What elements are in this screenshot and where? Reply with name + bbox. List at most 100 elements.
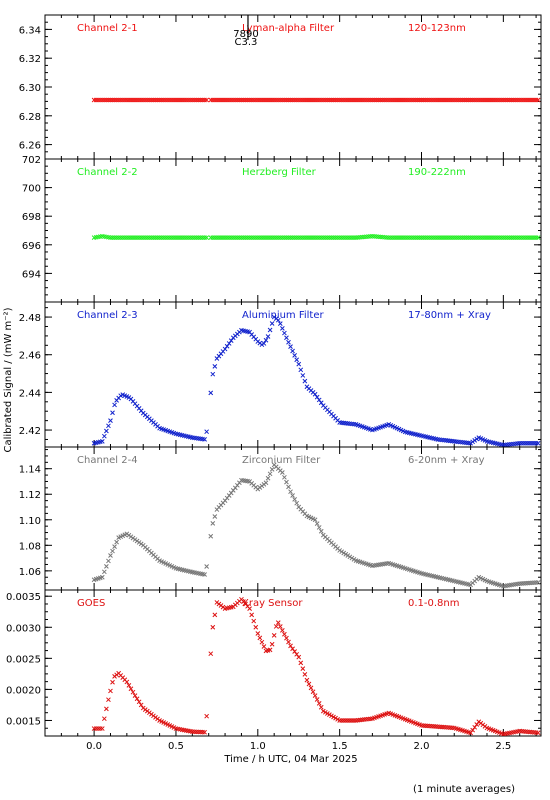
y-tick-label: 0.0035 <box>6 592 41 603</box>
data-marker <box>271 632 277 638</box>
y-tick-label: 696 <box>22 241 41 252</box>
data-marker <box>280 628 285 633</box>
data-marker <box>298 660 304 666</box>
panel-band-label: 120-123nm <box>408 23 466 34</box>
data-marker <box>292 496 297 502</box>
data-marker <box>535 97 541 103</box>
data-marker <box>296 654 302 660</box>
panel-5: 0.0015 0.0020 0.0025 0.0030 0.0035 GOES Xray S… <box>6 589 542 737</box>
y-tick-label: 2.44 <box>19 388 41 399</box>
data-marker <box>290 348 295 354</box>
data-marker <box>310 689 316 695</box>
data-marker <box>202 572 207 577</box>
data-marker <box>204 429 210 435</box>
data-marker <box>318 400 324 406</box>
panel-filter-label: Aluminium Filter <box>242 310 325 321</box>
y-tick-label: 6.32 <box>19 54 41 65</box>
data-marker <box>204 564 210 569</box>
data-marker <box>535 235 541 241</box>
data-marker <box>306 681 312 687</box>
x-tick-label: 2.0 <box>414 741 430 752</box>
data-marker <box>210 371 216 377</box>
x-axis-title: Time / h UTC, 04 Mar 2025 <box>223 754 357 765</box>
data-marker <box>138 702 144 708</box>
data-marker <box>212 612 218 618</box>
data-marker <box>101 433 107 439</box>
data-marker <box>294 500 300 506</box>
data-marker <box>286 339 291 345</box>
panel-filter-label: Lyman-alpha Filter <box>242 23 335 34</box>
data-marker <box>210 521 216 526</box>
y-tick-label: 1.10 <box>19 516 41 527</box>
data-marker <box>112 402 117 408</box>
panel-frame <box>44 14 542 160</box>
y-tick-label: 0.0020 <box>6 685 41 696</box>
data-marker <box>267 471 273 477</box>
data-markers <box>91 97 541 103</box>
data-marker <box>316 701 322 706</box>
data-marker <box>282 330 287 336</box>
data-marker <box>132 693 138 698</box>
data-marker <box>300 666 306 671</box>
data-marker <box>202 729 207 735</box>
data-marker <box>212 363 218 369</box>
data-marker <box>316 525 322 530</box>
data-marker <box>110 548 115 554</box>
y-tick-label: 0.0015 <box>6 716 41 727</box>
data-marker <box>251 618 257 624</box>
y-tick-label: 694 <box>22 269 41 280</box>
data-marker <box>277 624 283 629</box>
data-marker <box>259 639 265 645</box>
data-marker <box>112 544 117 549</box>
data-markers <box>91 233 541 241</box>
data-marker <box>106 423 111 429</box>
data-marker <box>99 574 105 580</box>
data-marker <box>210 624 216 630</box>
y-tick-label: 0.0030 <box>6 623 41 634</box>
data-marker <box>294 357 300 363</box>
data-marker <box>108 688 113 694</box>
panel-band-label: 0.1-0.8nm <box>408 598 460 609</box>
data-marker <box>282 474 287 480</box>
data-marker <box>292 649 297 654</box>
data-marker <box>300 373 306 378</box>
data-marker <box>134 696 140 702</box>
data-marker <box>253 624 259 630</box>
data-marker <box>535 580 541 585</box>
data-marker <box>265 475 271 481</box>
panel-channel-label: Channel 2-3 <box>77 310 138 321</box>
data-marker <box>312 517 318 523</box>
data-marker <box>114 539 119 545</box>
panel-band-label: 17-80nm + Xray <box>408 310 491 321</box>
data-marker <box>275 620 281 625</box>
y-tick-label: 702 <box>22 155 41 166</box>
panel-band-label: 6-20nm + Xray <box>408 455 485 466</box>
y-tick-label: 1.08 <box>19 541 41 552</box>
data-marker <box>314 521 320 526</box>
y-tick-label: 6.34 <box>19 25 41 36</box>
data-marker <box>302 378 308 384</box>
y-tick-label: 700 <box>22 184 41 195</box>
data-marker <box>257 635 263 641</box>
panel-filter-label: Xray Sensor <box>242 598 303 609</box>
data-marker <box>263 480 269 486</box>
data-marker <box>280 326 285 331</box>
data-marker <box>308 685 314 691</box>
x-tick-label: 2.5 <box>495 741 511 752</box>
data-marker <box>99 726 105 731</box>
data-marker <box>247 606 252 611</box>
data-marker <box>318 704 324 710</box>
data-marker <box>470 727 476 733</box>
data-marker <box>468 730 473 736</box>
data-marker <box>263 337 269 343</box>
y-axis-title: Calibrated Signal / (mW m⁻²) <box>3 307 14 452</box>
data-marker <box>284 335 289 341</box>
y-tick-label: 1.14 <box>19 465 41 476</box>
panel-1: 6.26 6.28 6.30 6.32 6.34 Channel 2-1 Lyman-alp… <box>19 14 542 160</box>
panel-filter-label: Herzberg Filter <box>242 167 317 178</box>
panel-2: 694 696 698 700 702 Channel 2-2 Herzberg Filte… <box>22 155 542 303</box>
data-marker <box>224 343 230 349</box>
data-marker <box>304 677 310 683</box>
data-marker <box>249 612 255 618</box>
data-marker <box>108 418 113 423</box>
